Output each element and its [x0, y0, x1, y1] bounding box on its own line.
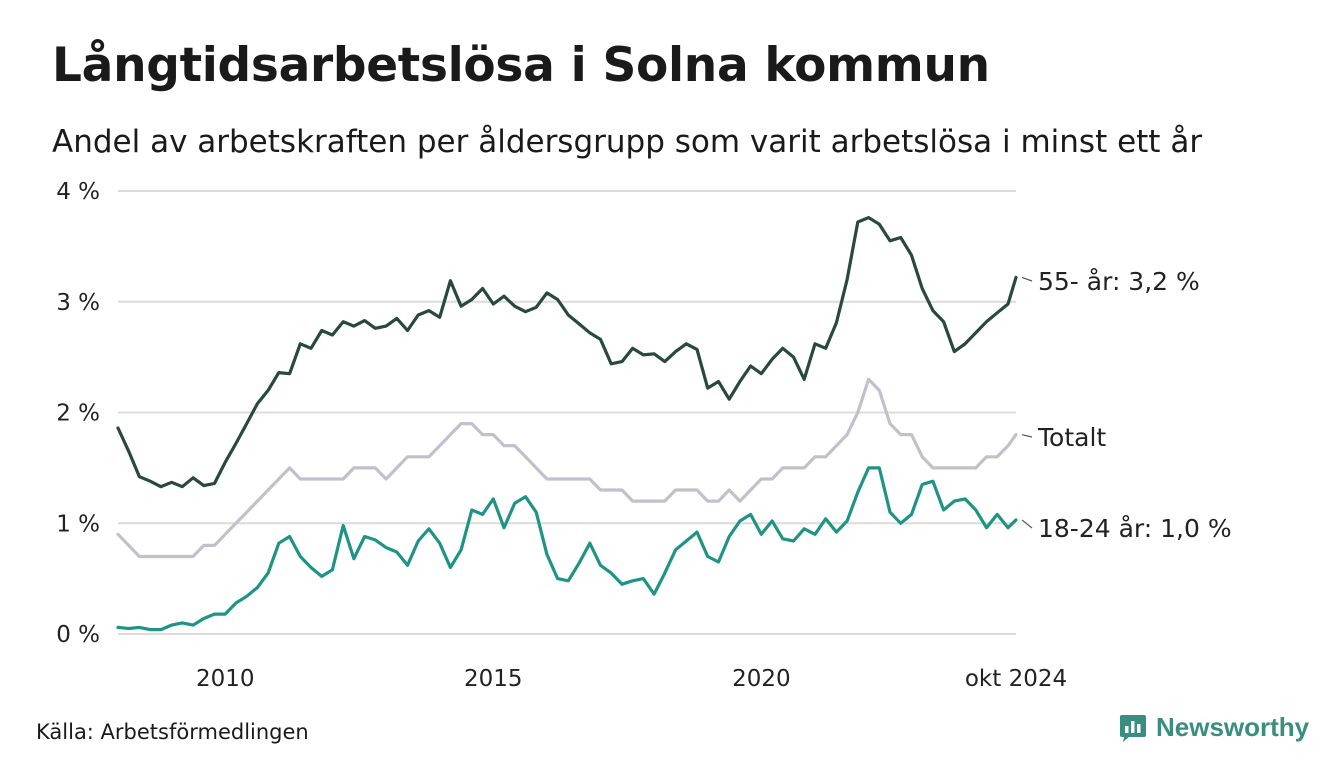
brand-logo: Newsworthy	[1118, 712, 1309, 743]
y-tick-label: 2 %	[56, 401, 100, 427]
series-label-s1824: 18-24 år: 1,0 %	[1038, 514, 1232, 543]
brand-name: Newsworthy	[1156, 712, 1310, 742]
y-tick-label: 1 %	[56, 511, 100, 537]
source-note: Källa: Arbetsförmedlingen	[36, 720, 309, 744]
y-axis-ticks: 0 % 1 % 2 % 3 % 4 %	[56, 179, 100, 648]
x-tick-label: 2015	[464, 666, 523, 692]
x-tick-label: 2010	[196, 666, 255, 692]
newsworthy-chart-bubble-icon	[1120, 714, 1146, 742]
series-label-total: Totalt	[1037, 423, 1106, 452]
y-tick-label: 3 %	[56, 290, 100, 316]
series-line-s55	[116, 216, 1018, 489]
x-tick-label: 2020	[732, 666, 791, 692]
x-tick-label: okt 2024	[965, 666, 1067, 692]
y-tick-label: 4 %	[56, 179, 100, 205]
series-line-total	[116, 377, 1018, 559]
x-axis-ticks: 2010 2015 2020 okt 2024	[196, 666, 1067, 692]
series-line-s1824	[116, 466, 1018, 632]
y-tick-label: 0 %	[56, 622, 100, 648]
end-labels: 55- år: 3,2 % Totalt 18-24 år: 1,0 %	[1021, 267, 1232, 543]
series-lines	[116, 216, 1018, 632]
line-chart: 0 % 1 % 2 % 3 % 4 % 2010 2015 2020 okt 2024 55-…	[56, 179, 1232, 692]
chart-subtitle: Andel av arbetskraften per åldersgrupp s…	[52, 124, 1203, 160]
series-label-s55: 55- år: 3,2 %	[1038, 267, 1200, 296]
label-leader-s55	[1021, 276, 1033, 282]
label-leader-total	[1021, 434, 1033, 438]
label-leader-s1824	[1021, 519, 1033, 529]
chart-title: Långtidsarbetslösa i Solna kommun	[52, 38, 990, 93]
grid-lines	[118, 190, 1016, 635]
